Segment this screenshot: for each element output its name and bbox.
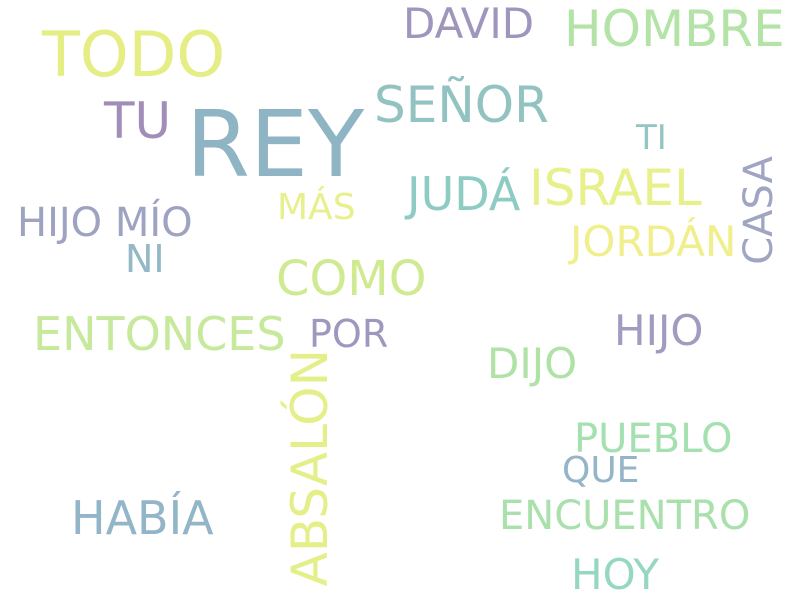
word-israel: ISRAEL xyxy=(529,159,702,217)
word-hijo-mio: HIJO MÍO xyxy=(17,200,193,246)
word-como: COMO xyxy=(276,251,427,307)
word-por: POR xyxy=(309,312,389,356)
word-jordan: JORDÁN xyxy=(570,217,737,266)
word-absalon: ABSALÓN xyxy=(281,349,339,587)
word-rey: REY xyxy=(186,91,365,198)
word-todo: TODO xyxy=(42,18,226,91)
word-entonces: ENTONCES xyxy=(33,307,286,361)
word-pueblo: PUEBLO xyxy=(574,416,733,462)
word-habia: HABÍA xyxy=(71,491,214,545)
word-ni: NI xyxy=(125,237,165,281)
word-mas: MÁS xyxy=(277,187,356,228)
word-hijo: HIJO xyxy=(614,306,704,355)
word-dijo: DIJO xyxy=(487,339,578,388)
word-tu: TU xyxy=(104,92,172,150)
word-hombre: HOMBRE xyxy=(564,0,785,58)
word-hoy: HOY xyxy=(571,550,659,599)
word-que: QUE xyxy=(562,450,640,491)
word-senor: SEÑOR xyxy=(374,76,549,134)
word-juda: JUDÁ xyxy=(407,167,521,221)
word-encuentro: ENCUENTRO xyxy=(499,493,751,539)
word-ti: TI xyxy=(636,118,667,158)
word-david: DAVID xyxy=(403,0,535,48)
word-casa: CASA xyxy=(736,156,782,265)
